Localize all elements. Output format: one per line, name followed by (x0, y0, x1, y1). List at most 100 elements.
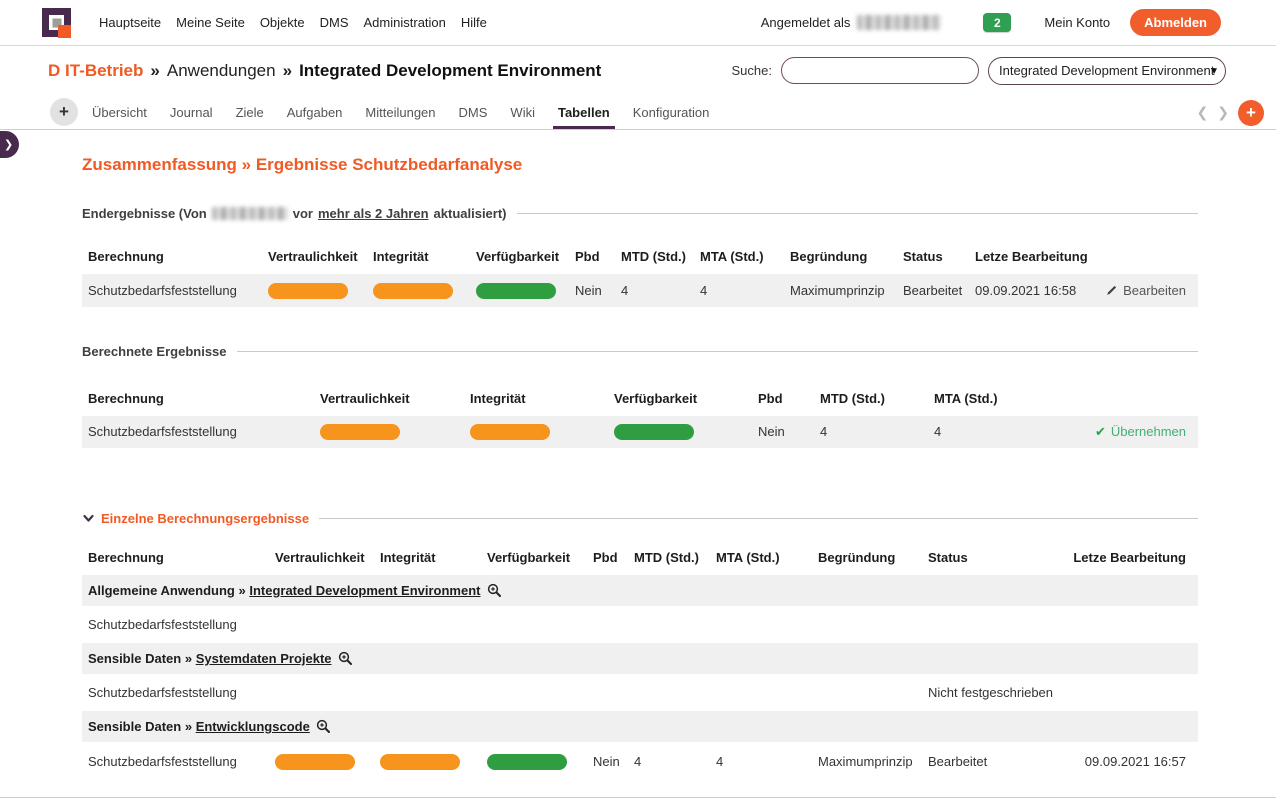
rating-pill (476, 282, 556, 299)
logged-in-label: Angemeldet als (760, 15, 851, 30)
cell-begruendung: Maximumprinzip (812, 745, 922, 781)
col-begruendung: Begründung (818, 550, 896, 566)
object-scope-select[interactable]: Integrated Development Environment ▼ (988, 56, 1226, 85)
nav-meine-seite[interactable]: Meine Seite (176, 15, 245, 30)
tab-scroll-controls: ❮ ❯ + (1197, 95, 1276, 129)
cell-mtd: 4 (814, 415, 928, 452)
group-row: Allgemeine Anwendung » Integrated Develo… (82, 575, 1198, 610)
pencil-icon (1107, 285, 1117, 295)
chevron-left-icon[interactable]: ❮ (1196, 103, 1209, 120)
table-row: Schutzbedarfsfeststellung Nein 4 4 ✔ Über… (82, 415, 1198, 452)
tab-tabellen[interactable]: Tabellen (552, 95, 615, 129)
rating-pill (268, 282, 348, 299)
nav-dms[interactable]: DMS (319, 15, 349, 30)
col-mtd: MTD (Std.) (820, 390, 885, 406)
logout-button[interactable]: Abmelden (1130, 9, 1221, 36)
tab-aufgaben[interactable]: Aufgaben (286, 104, 343, 120)
apply-button[interactable]: ✔ Übernehmen (1094, 423, 1186, 440)
tab-uebersicht[interactable]: Übersicht (92, 104, 147, 120)
notification-badge[interactable]: 2 (983, 13, 1012, 32)
rating-pill (373, 282, 453, 299)
tab-ziele[interactable]: Ziele (235, 104, 264, 120)
group-cell: Sensible Daten » Entwicklungscode (82, 711, 1198, 746)
group-row: Sensible Daten » Systemdaten Projekte (82, 643, 1198, 678)
nav-administration[interactable]: Administration (363, 15, 446, 30)
endergebnisse-middle: vor (292, 206, 313, 221)
zoom-in-icon[interactable] (338, 651, 352, 666)
breadcrumb-middle-link[interactable]: Anwendungen (166, 60, 276, 80)
tab-mitteilungen[interactable]: Mitteilungen (365, 104, 436, 120)
col-verfuegbarkeit: Verfügbarkeit (487, 550, 571, 566)
breadcrumb: D IT-Betrieb » Anwendungen » Integrated … (48, 61, 601, 81)
edit-button[interactable]: Bearbeiten (1105, 283, 1186, 298)
add-object-button[interactable]: + (1238, 100, 1264, 126)
cell-vertraulichkeit (269, 745, 374, 781)
col-pbd: Pbd (593, 550, 618, 566)
col-vertraulichkeit: Vertraulichkeit (268, 249, 358, 264)
berechnete-label: Berechnete Ergebnisse (82, 343, 227, 359)
col-actions (1048, 381, 1198, 416)
cell-vertraulichkeit (314, 415, 464, 452)
nav-objekte[interactable]: Objekte (259, 15, 305, 30)
section-rule (516, 213, 1198, 214)
table-row: Schutzbedarfsfeststellung Nein 4 4 Maxim… (82, 745, 1198, 781)
top-right-group: Angemeldet als 2 Mein Konto Abmelden (761, 9, 1276, 36)
group-cell: Allgemeine Anwendung » Integrated Develo… (82, 575, 1198, 610)
tab-bar: + Übersicht Journal Ziele Aufgaben Mitte… (0, 95, 1276, 130)
table-row: Schutzbedarfsfeststellung Nicht festgesc… (82, 677, 1198, 712)
col-actions (1099, 239, 1198, 274)
add-tab-button[interactable]: + (50, 98, 78, 126)
zoom-in-icon[interactable] (316, 719, 330, 734)
endergebnisse-suffix: aktualisiert) (433, 206, 507, 221)
col-begruendung: Begründung (790, 249, 868, 264)
search-label: Suche: (731, 63, 772, 78)
nav-hilfe[interactable]: Hilfe (460, 15, 487, 30)
col-mtd: MTD (Std.) (634, 550, 699, 566)
group-cell: Sensible Daten » Systemdaten Projekte (82, 643, 1198, 678)
cell-status: Bearbeitet (922, 745, 1062, 781)
tab-wiki[interactable]: Wiki (510, 104, 535, 120)
section-einzelne-berechnungsergebnisse: Einzelne Berechnungsergebnisse (82, 511, 1198, 526)
top-bar: Hauptseite Meine Seite Objekte DMS Admin… (0, 0, 1276, 46)
my-account-link[interactable]: Mein Konto (1044, 15, 1111, 30)
tabs: Übersicht Journal Ziele Aufgaben Mitteil… (92, 95, 709, 129)
rating-pill (614, 424, 694, 441)
breadcrumb-root-link[interactable]: D IT-Betrieb (48, 60, 144, 80)
rating-pill (380, 753, 460, 770)
main-content: Zusammenfassung » Ergebnisse Schutzbedar… (0, 130, 1276, 781)
cell-integritaet (374, 745, 481, 781)
nav-hauptseite[interactable]: Hauptseite (99, 15, 162, 30)
cell-mta: 4 (694, 274, 784, 310)
endergebnisse-prefix: Endergebnisse (Von (82, 206, 207, 221)
cell-verfuegbarkeit (481, 745, 587, 781)
chevron-right-icon[interactable]: ❯ (1217, 103, 1229, 120)
object-link[interactable]: Systemdaten Projekte (195, 651, 332, 667)
cell-pbd: Nein (569, 274, 615, 310)
object-link[interactable]: Integrated Development Environment (249, 583, 481, 599)
tab-konfiguration[interactable]: Konfiguration (632, 104, 710, 120)
cell-letze-bearbeitung: 09.09.2021 16:57 (1062, 745, 1198, 781)
sidebar-toggle[interactable]: ❯ (0, 131, 19, 158)
app-logo[interactable] (42, 8, 71, 38)
col-verfuegbarkeit: Verfügbarkeit (614, 390, 698, 406)
object-link[interactable]: Entwicklungscode (195, 719, 310, 735)
col-status: Status (928, 550, 968, 566)
breadcrumb-separator: » (150, 60, 160, 80)
tab-dms[interactable]: DMS (458, 104, 488, 120)
last-updated-link[interactable]: mehr als 2 Jahren (317, 206, 429, 221)
cell-actions: ✔ Übernehmen (1048, 415, 1198, 452)
col-pbd: Pbd (575, 249, 600, 264)
breadcrumb-separator: » (282, 60, 293, 80)
cell-mta: 4 (710, 745, 812, 781)
zoom-in-icon[interactable] (487, 583, 501, 598)
cell-status: Nicht festgeschrieben (922, 677, 1062, 712)
cell-status: Bearbeitet (897, 274, 969, 310)
table-header-row: Berechnung Vertraulichkeit Integrität Ve… (82, 239, 1198, 274)
search-input[interactable] (781, 57, 979, 84)
tab-journal[interactable]: Journal (169, 104, 213, 120)
cell-mta: 4 (928, 415, 1048, 452)
col-berechnung: Berechnung (88, 249, 164, 264)
collapse-chevron-icon (83, 515, 94, 522)
cell-verfuegbarkeit (608, 415, 752, 452)
collapse-section-header[interactable]: Einzelne Berechnungsergebnisse (82, 511, 309, 526)
